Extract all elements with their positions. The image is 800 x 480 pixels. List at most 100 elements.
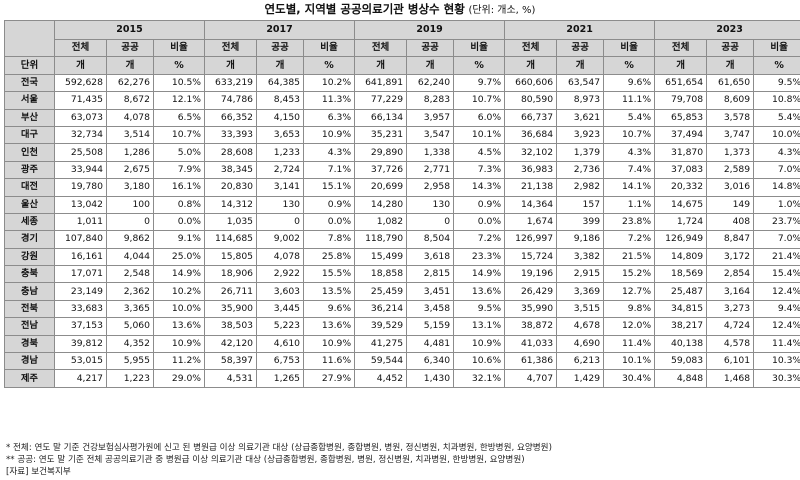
table-cell: 9.4% bbox=[753, 299, 800, 319]
table-cell: 8,283 bbox=[406, 91, 455, 110]
table-cell: 1,373 bbox=[706, 143, 755, 162]
table-cell: 25.8% bbox=[303, 247, 356, 267]
table-cell: 38,217 bbox=[654, 317, 708, 336]
table-cell: 7.9% bbox=[152, 160, 206, 180]
table-cell: 10.2% bbox=[303, 73, 356, 93]
table-cell: 10.9% bbox=[303, 334, 356, 354]
table-cell: 38,503 bbox=[204, 317, 258, 336]
table-cell: 4.5% bbox=[453, 143, 506, 162]
table-cell: 10.1% bbox=[453, 125, 506, 145]
table-cell: 59,083 bbox=[654, 352, 708, 371]
table-cell: 651,654 bbox=[654, 73, 708, 93]
unit-cell: 개 bbox=[204, 56, 258, 75]
table-cell: 4,848 bbox=[654, 369, 708, 388]
source-note: [자료] 보건복지부 bbox=[6, 467, 71, 477]
table-title: 연도별, 지역별 공공의료기관 병상수 현황 (단위: 개소, %) bbox=[0, 2, 800, 18]
table-cell: 2,736 bbox=[556, 160, 605, 180]
region-label: 전북 bbox=[4, 299, 55, 319]
table-cell: 9.8% bbox=[603, 299, 656, 319]
table-cell: 114,685 bbox=[204, 230, 258, 249]
table-cell: 2,915 bbox=[556, 265, 605, 284]
table-cell: 12.7% bbox=[603, 282, 656, 301]
region-label: 제주 bbox=[4, 369, 55, 388]
footnote-total: * 전체: 연도 말 기준 건강보험심사평가원에 신고 된 병원급 이상 의료기… bbox=[6, 443, 552, 453]
sub-header-public: 공공 bbox=[256, 38, 305, 58]
region-label: 울산 bbox=[4, 195, 55, 214]
region-label: 강원 bbox=[4, 247, 55, 267]
table-cell: 3,273 bbox=[706, 299, 755, 319]
table-cell: 14.1% bbox=[603, 178, 656, 197]
table-cell: 7.2% bbox=[453, 230, 506, 249]
table-cell: 0.0% bbox=[453, 212, 506, 232]
table-cell: 53,015 bbox=[54, 352, 107, 371]
table-cell: 3,747 bbox=[706, 125, 755, 145]
sub-header-total: 전체 bbox=[54, 38, 107, 58]
table-cell: 62,240 bbox=[406, 73, 455, 93]
table-cell: 2,548 bbox=[106, 265, 154, 284]
table-cell: 10.9% bbox=[152, 334, 206, 354]
table-row: 서울 71,435 8,672 12.1% 74,786 8,453 11.3% 77,229… bbox=[4, 91, 800, 110]
table-cell: 37,153 bbox=[54, 317, 107, 336]
table-cell: 21.4% bbox=[753, 247, 800, 267]
footnote-public: ** 공공: 연도 말 기준 전체 공공의료기관 중 병원급 이상 의료기관 대… bbox=[6, 455, 525, 465]
table-cell: 10.1% bbox=[603, 352, 656, 371]
region-label: 대전 bbox=[4, 178, 55, 197]
region-label: 세종 bbox=[4, 212, 55, 232]
table-cell: 4,724 bbox=[706, 317, 755, 336]
table-cell: 14.8% bbox=[753, 178, 800, 197]
table-cell: 13,042 bbox=[54, 195, 107, 214]
table-cell: 66,352 bbox=[204, 108, 258, 127]
table-row: 전북 33,683 3,365 10.0% 35,900 3,445 9.6% 36,214 3… bbox=[4, 299, 800, 319]
table-cell: 37,494 bbox=[654, 125, 708, 145]
region-label: 대구 bbox=[4, 125, 55, 145]
table-cell: 12.4% bbox=[753, 282, 800, 301]
table-cell: 15,805 bbox=[204, 247, 258, 267]
year-header: 2015 bbox=[53, 20, 206, 40]
table-cell: 40,138 bbox=[654, 334, 708, 354]
table-cell: 18,906 bbox=[204, 265, 258, 284]
table-cell: 14,312 bbox=[204, 195, 258, 214]
table-cell: 633,219 bbox=[204, 73, 258, 93]
table-cell: 157 bbox=[556, 195, 605, 214]
data-table: 2015 2017 2019 2021 2023 전체 공공 비율 전체 공공 비율 전체 공… bbox=[4, 19, 800, 388]
unit-cell: 개 bbox=[504, 56, 558, 75]
table-row: 대전 19,780 3,180 16.1% 20,830 3,141 15.1% 20,699… bbox=[4, 178, 800, 197]
table-cell: 6,340 bbox=[406, 352, 455, 371]
sub-header-total: 전체 bbox=[654, 38, 708, 58]
table-cell: 25.0% bbox=[152, 247, 206, 267]
table-cell: 4,481 bbox=[406, 334, 455, 354]
table-row: 충남 23,149 2,362 10.2% 26,711 3,603 13.5% 25,459… bbox=[4, 282, 800, 301]
unit-cell: 개 bbox=[256, 56, 305, 75]
table-cell: 5,955 bbox=[106, 352, 154, 371]
region-label: 경남 bbox=[4, 352, 55, 371]
table-cell: 4.3% bbox=[603, 143, 656, 162]
table-cell: 0.0% bbox=[152, 212, 206, 232]
table-cell: 39,812 bbox=[54, 334, 107, 354]
table-cell: 9.7% bbox=[453, 73, 506, 93]
table-cell: 0.9% bbox=[303, 195, 356, 214]
table-cell: 16.1% bbox=[152, 178, 206, 197]
table-cell: 37,726 bbox=[354, 160, 408, 180]
region-label: 광주 bbox=[4, 160, 55, 180]
table-cell: 10.7% bbox=[453, 91, 506, 110]
table-cell: 18,569 bbox=[654, 265, 708, 284]
table-cell: 4,531 bbox=[204, 369, 258, 388]
year-header: 2019 bbox=[354, 20, 506, 40]
table-cell: 14,364 bbox=[504, 195, 558, 214]
table-cell: 1,286 bbox=[106, 143, 154, 162]
table-cell: 29.0% bbox=[152, 369, 206, 388]
year-header: 2021 bbox=[504, 20, 656, 40]
table-cell: 3,603 bbox=[256, 282, 305, 301]
table-cell: 118,790 bbox=[354, 230, 408, 249]
table-cell: 41,033 bbox=[504, 334, 558, 354]
table-cell: 23.8% bbox=[603, 212, 656, 232]
sub-header-public: 공공 bbox=[706, 38, 755, 58]
table-cell: 3,923 bbox=[556, 125, 605, 145]
table-cell: 3,382 bbox=[556, 247, 605, 267]
table-cell: 13.1% bbox=[453, 317, 506, 336]
table-cell: 27.9% bbox=[303, 369, 356, 388]
table-cell: 15,724 bbox=[504, 247, 558, 267]
table-cell: 5,060 bbox=[106, 317, 154, 336]
table-cell: 12.0% bbox=[603, 317, 656, 336]
table-cell: 9.1% bbox=[152, 230, 206, 249]
